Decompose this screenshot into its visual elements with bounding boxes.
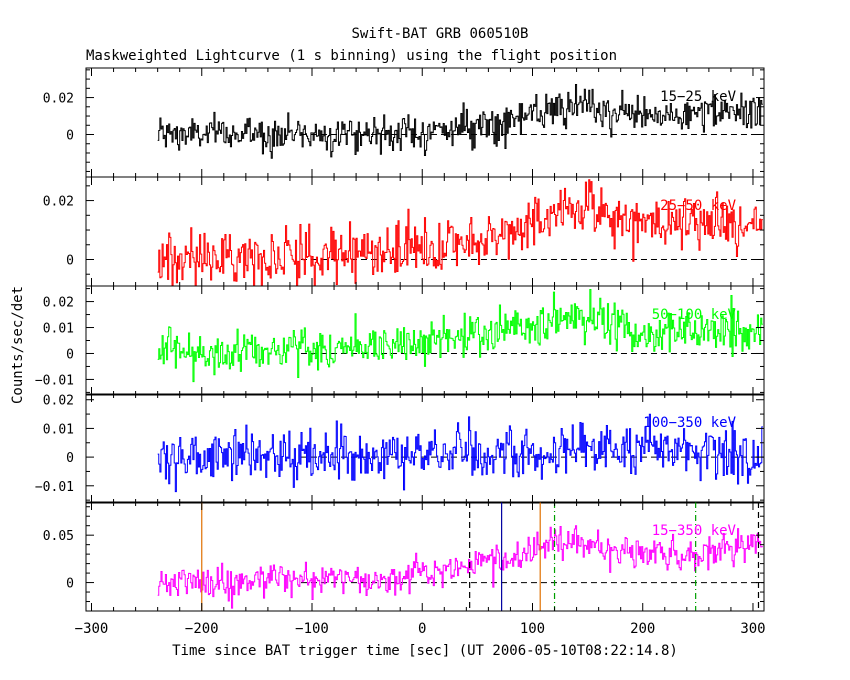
series-line-15-25 — [157, 83, 763, 159]
x-tick-label: −100 — [295, 621, 329, 637]
band-label-15-350: 15−350 keV — [652, 523, 737, 539]
y-tick-label: 0.02 — [43, 195, 74, 210]
series-line-100-350 — [157, 413, 763, 493]
x-tick-label: −300 — [75, 621, 109, 637]
panel-25-50: 0 0.02 25−50 keV — [43, 176, 765, 287]
series-line-50-100 — [157, 289, 763, 383]
x-axis-label: Time since BAT trigger time [sec] (UT 20… — [172, 643, 678, 659]
y-tick-label: 0.01 — [43, 422, 74, 437]
y-tick-label: 0.02 — [43, 92, 74, 107]
band-label-100-350: 100−350 keV — [643, 415, 736, 431]
y-tick-label: 0 — [66, 253, 74, 268]
y-axis-label: Counts/sec/det — [10, 286, 26, 404]
panel-frame — [85, 501, 765, 612]
x-tick-label: 100 — [520, 621, 545, 637]
x-tick-label: −200 — [185, 621, 219, 637]
panel-15-25: 0 0.02 15−25 keV — [43, 67, 765, 178]
panel-100-350: −0.01 0 0.01 0.02 100−350 keV — [35, 393, 765, 504]
y-tick-label: 0.01 — [43, 322, 74, 337]
series-line-25-50 — [157, 179, 763, 287]
y-tick-label: −0.01 — [35, 480, 74, 495]
y-tick-label: 0 — [66, 451, 74, 466]
band-label-15-25: 15−25 keV — [660, 89, 736, 105]
chart-subtitle: Maskweighted Lightcurve (1 s binning) us… — [86, 48, 617, 64]
x-tick-label: 0 — [418, 621, 426, 637]
y-tick-label: 0.02 — [43, 296, 74, 311]
chart-title: Swift-BAT GRB 060510B — [351, 26, 528, 42]
series-line-15-350 — [157, 525, 763, 609]
band-label-25-50: 25−50 keV — [660, 198, 736, 214]
y-tick-label: 0.05 — [43, 529, 74, 544]
y-tick-label: 0 — [66, 577, 74, 592]
panel-15-350: 0 0.05 15−350 keV — [43, 501, 765, 612]
x-tick-label: 200 — [630, 621, 655, 637]
y-tick-label: 0.02 — [43, 394, 74, 409]
panel-50-100: −0.01 0 0.01 0.02 50−100 keV — [35, 285, 765, 396]
y-tick-label: −0.01 — [35, 373, 74, 388]
panel-frame — [85, 393, 765, 504]
y-tick-label: 0 — [66, 347, 74, 362]
y-tick-label: 0 — [66, 129, 74, 144]
panels-group: 0 0.02 15−25 keV 0 0.02 25−50 keV −0.01 0 0.01 0.… — [35, 67, 766, 637]
band-label-50-100: 50−100 keV — [652, 307, 737, 323]
x-tick-label: 300 — [740, 621, 765, 637]
